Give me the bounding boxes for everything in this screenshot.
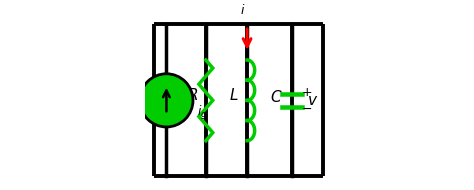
Text: $+$: $+$ xyxy=(301,86,312,99)
Text: $i_g$: $i_g$ xyxy=(197,104,207,122)
Text: $v$: $v$ xyxy=(307,93,318,108)
Circle shape xyxy=(140,74,193,127)
Text: $C$: $C$ xyxy=(270,89,283,105)
Text: $i$: $i$ xyxy=(240,3,245,17)
Text: $-$: $-$ xyxy=(301,102,312,115)
Text: $R$: $R$ xyxy=(187,87,199,103)
Text: $L$: $L$ xyxy=(229,87,239,103)
